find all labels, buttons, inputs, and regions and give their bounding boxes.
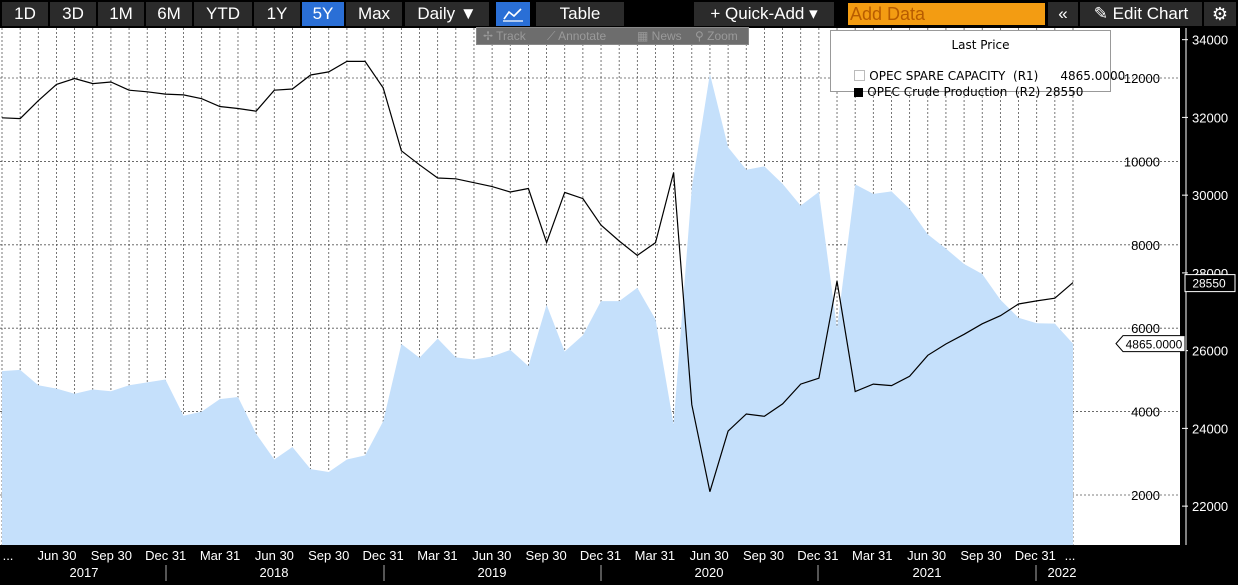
x-axis-background [0, 545, 1238, 585]
last-value-r1-label: 4865.0000 [1126, 338, 1183, 352]
x-axis-tick-label: Sep 30 [526, 548, 567, 563]
right-axis-tick-label: 24000 [1192, 421, 1228, 436]
last-value-r1-box [1115, 335, 1186, 353]
collapse-button[interactable]: « [1048, 2, 1078, 26]
range-max-button[interactable]: Max [346, 2, 402, 26]
edit-chart-button[interactable]: ✎ Edit Chart [1080, 2, 1202, 26]
range-3d-button[interactable]: 3D [50, 2, 96, 26]
range-6m-button[interactable]: 6M [146, 2, 192, 26]
range-1d-button[interactable]: 1D [2, 2, 48, 26]
right-axis-tick-label: 30000 [1192, 188, 1228, 203]
x-axis-tick-label: Sep 30 [91, 548, 132, 563]
line-chart-type-button[interactable] [496, 2, 530, 26]
last-value-r2-label: 28550 [1192, 277, 1226, 291]
legend-item-crude-production[interactable]: OPEC Crude Production (R2) 28550 [839, 71, 1083, 113]
legend-swatch [854, 70, 866, 81]
left-axis-tick-label: 10000 [1124, 154, 1160, 169]
x-axis-year-label: 2018 [260, 565, 289, 580]
range-5y-button[interactable]: 5Y [302, 2, 344, 26]
zoom-tool[interactable]: ⚲ Zoom [695, 29, 738, 43]
last-value-r2-box [1184, 274, 1236, 293]
x-axis-tick-label: Jun 30 [907, 548, 946, 563]
x-axis-tick-label: ... [1065, 548, 1076, 563]
right-axis-tick-label: 26000 [1192, 344, 1228, 359]
x-axis-tick-label: Sep 30 [743, 548, 784, 563]
left-axis-tick-label: 12000 [1124, 71, 1160, 86]
table-button[interactable]: Table [536, 2, 624, 26]
x-axis-tick-label: Mar 31 [200, 548, 240, 563]
add-data-input[interactable]: Add Data [848, 3, 1045, 25]
spare-capacity-area [2, 73, 1073, 546]
x-axis-year-label: 2017 [70, 565, 99, 580]
x-axis-ticks: ... Jun 30 Sep 30 Dec 31 Mar 31 Jun 30 Sep 30 D… [3, 548, 1077, 581]
last-value-labels: 28550 4865.0000 [1115, 274, 1236, 353]
track-tool[interactable]: ✢ Track [483, 29, 526, 43]
settings-button[interactable]: ⚙ [1204, 2, 1236, 26]
range-ytd-button[interactable]: YTD [194, 2, 252, 26]
legend-value: 4865.0000 [1060, 69, 1126, 83]
right-axis-tick-label: 32000 [1192, 110, 1228, 125]
left-axis-tick-label: 6000 [1131, 321, 1160, 336]
left-axis-tick-label: 2000 [1131, 488, 1160, 503]
x-axis-tick-label: Dec 31 [362, 548, 403, 563]
legend-label: OPEC SPARE CAPACITY (R1) [869, 69, 1039, 83]
legend-label: OPEC Crude Production (R2) [867, 85, 1041, 99]
left-axis-tick-label: 8000 [1131, 238, 1160, 253]
range-1m-button[interactable]: 1M [98, 2, 144, 26]
x-axis-tick-label: Jun 30 [472, 548, 511, 563]
chart-toolbar: 1D 3D 1M 6M YTD 1Y 5Y Max Daily ▼ Table … [0, 0, 1238, 28]
x-axis-tick-label: Dec 31 [145, 548, 186, 563]
right-axis-tick-label: 22000 [1192, 499, 1228, 514]
x-axis-tick-label: ... [3, 548, 14, 563]
x-axis-year-label: 2019 [478, 565, 507, 580]
x-axis-tick-label: Dec 31 [580, 548, 621, 563]
crude-production-line [1, 60, 1074, 492]
legend-header: Last Price [951, 38, 1010, 52]
x-axis-tick-label: Sep 30 [960, 548, 1001, 563]
x-axis-tick-label: Mar 31 [852, 548, 892, 563]
x-axis-tick-label: Mar 31 [635, 548, 675, 563]
x-axis-year-label: 2021 [913, 565, 942, 580]
news-tool[interactable]: ▦ News [637, 29, 682, 43]
legend: Last Price OPEC SPARE CAPACITY (R1) 4865.… [830, 30, 1125, 99]
legend-swatch [854, 88, 864, 97]
left-axis-tick-label: 4000 [1131, 405, 1160, 420]
chart-tools-bar: ✢ Track ⟋ Annotate ▦ News ⚲ Zoom [476, 27, 749, 45]
x-axis-tick-label: Sep 30 [308, 548, 349, 563]
legend-item-spare-capacity[interactable]: OPEC SPARE CAPACITY (R1) 4865.0000 [839, 55, 1125, 97]
line-chart-icon [503, 8, 523, 22]
frequency-dropdown[interactable]: Daily ▼ [405, 2, 489, 26]
x-axis-tick-label: Jun 30 [255, 548, 294, 563]
x-axis-year-label: 2020 [695, 565, 724, 580]
x-axis-year-label: 2022 [1048, 565, 1077, 580]
x-axis-tick-label: Dec 31 [797, 548, 838, 563]
annotate-tool[interactable]: ⟋ Annotate [547, 29, 607, 43]
x-axis-tick-label: Dec 31 [1015, 548, 1056, 563]
left-axis-ticks: 2000 4000 6000 8000 10000 12000 [1124, 71, 1160, 503]
right-axis-tick-label: 34000 [1192, 33, 1228, 48]
legend-value: 28550 [1045, 85, 1084, 99]
quick-add-button[interactable]: + Quick-Add ▾ [694, 2, 834, 26]
x-axis-tick-label: Mar 31 [417, 548, 457, 563]
chart-area: 2000 4000 6000 8000 10000 12000 22000 24000 260… [0, 28, 1238, 585]
range-1y-button[interactable]: 1Y [254, 2, 300, 26]
x-axis-tick-label: Jun 30 [690, 548, 729, 563]
gear-icon: ⚙ [1211, 4, 1229, 24]
x-axis-tick-label: Jun 30 [37, 548, 76, 563]
